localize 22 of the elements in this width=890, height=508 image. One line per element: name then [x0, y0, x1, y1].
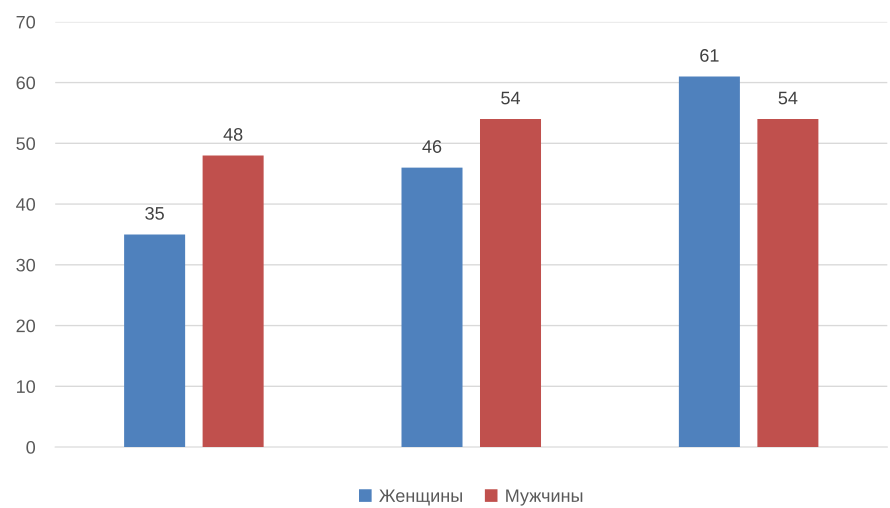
legend-label: Мужчины: [506, 489, 582, 506]
y-tick-label: 20: [16, 319, 36, 332]
data-label: 54: [778, 92, 798, 104]
data-label: 54: [501, 92, 520, 104]
data-label: 61: [700, 49, 719, 62]
bar: [480, 119, 542, 448]
y-tick-label: 60: [16, 76, 36, 90]
bar: [124, 234, 186, 448]
bar: [678, 76, 740, 448]
legend-label: Женщины: [379, 489, 462, 506]
y-tick-label: 30: [16, 258, 36, 272]
y-tick-label: 0: [26, 440, 36, 454]
bar: [202, 155, 264, 448]
y-tick-label: 10: [17, 380, 36, 394]
bar: [401, 168, 463, 448]
data-label: 48: [223, 128, 242, 141]
bar: [757, 119, 818, 448]
y-tick-label: 70: [16, 16, 36, 29]
y-tick-label: 40: [16, 198, 36, 211]
y-tick-label: 50: [16, 137, 36, 150]
data-label: 46: [422, 140, 442, 153]
data-label: 35: [145, 206, 164, 220]
